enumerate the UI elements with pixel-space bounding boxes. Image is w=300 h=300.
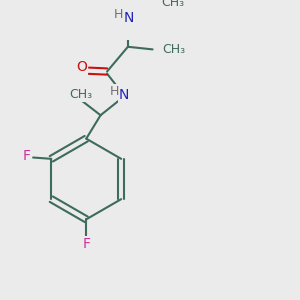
Text: CH₃: CH₃: [163, 43, 186, 56]
Text: CH₃: CH₃: [162, 0, 185, 9]
Text: N: N: [124, 11, 134, 25]
Text: H: H: [114, 8, 124, 21]
Text: H: H: [110, 85, 120, 98]
Text: F: F: [23, 149, 31, 163]
Text: F: F: [82, 236, 90, 250]
Text: O: O: [76, 60, 87, 74]
Text: N: N: [118, 88, 129, 103]
Text: CH₃: CH₃: [69, 88, 92, 101]
